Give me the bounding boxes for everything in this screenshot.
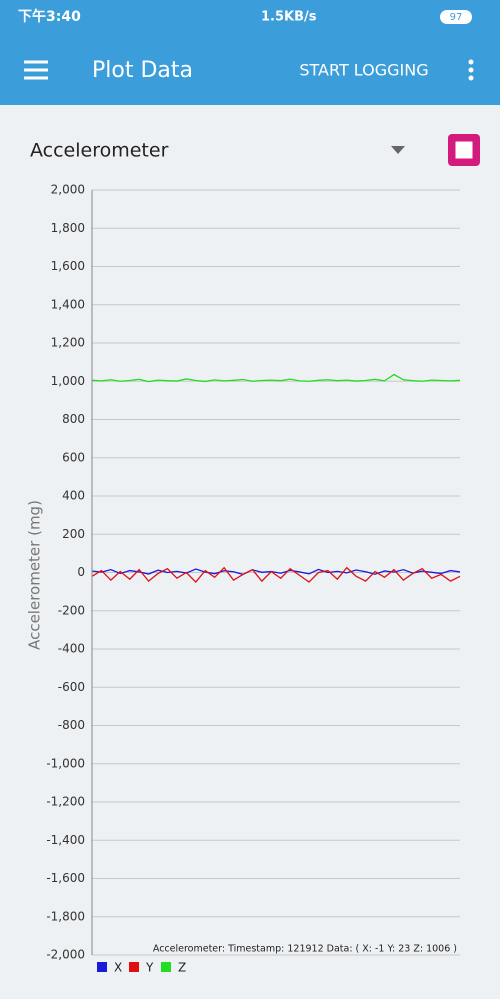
- y-tick-label: 1,800: [51, 221, 85, 235]
- y-tick-label: -400: [58, 642, 85, 656]
- y-tick-label: 800: [62, 412, 85, 426]
- y-tick-label: 2,000: [51, 183, 85, 197]
- overflow-menu[interactable]: [468, 59, 474, 81]
- y-tick-label: 1,200: [51, 336, 85, 350]
- legend-label: X: [114, 961, 122, 975]
- y-tick-label: -1,800: [46, 909, 85, 923]
- y-tick-label: 1,000: [51, 374, 85, 388]
- battery-icon: [440, 10, 472, 24]
- app-title: Plot Data: [92, 58, 193, 83]
- status-speed: 1.5KB/s: [261, 10, 317, 25]
- y-tick-label: 1,600: [51, 259, 85, 273]
- chart-annotation: Accelerometer: Timestamp: 121912 Data: (…: [153, 944, 457, 955]
- menu-icon[interactable]: [24, 60, 48, 80]
- y-tick-label: 400: [62, 489, 85, 503]
- legend-label: Z: [178, 961, 186, 975]
- chart: -2,000 -1,800 -1,600 -1,400 -1,200 -1,000 -800…: [46, 183, 461, 975]
- y-tick-label: -1,600: [46, 871, 85, 885]
- start-logging-button[interactable]: START LOGGING: [299, 61, 428, 80]
- status-time: 下午3:40: [18, 8, 81, 25]
- y-tick-label: -800: [58, 718, 85, 732]
- y-tick-label: 0: [77, 565, 85, 579]
- stop-button[interactable]: [448, 134, 480, 166]
- data-line: [91, 566, 461, 584]
- dropdown-arrow[interactable]: [391, 146, 405, 154]
- y-tick-label: -2,000: [46, 948, 85, 962]
- y-tick-label: 1,400: [51, 297, 85, 311]
- y-tick-label: -1,200: [46, 795, 85, 809]
- legend-label: Y: [145, 961, 154, 975]
- y-axis-label: Accelerometer (mg): [26, 500, 44, 650]
- y-tick-label: -1,000: [46, 756, 85, 770]
- legend-swatch: [97, 962, 107, 972]
- app-bar-bg: [0, 0, 500, 105]
- legend-swatch: [161, 962, 171, 972]
- y-tick-label: -200: [58, 603, 85, 617]
- y-tick-label: 200: [62, 527, 85, 541]
- data-line: [91, 373, 461, 383]
- data-line: [91, 568, 461, 576]
- y-tick-label: -1,400: [46, 833, 85, 847]
- sensor-spinner[interactable]: Accelerometer: [30, 140, 169, 162]
- legend-swatch: [129, 962, 139, 972]
- y-tick-label: 600: [62, 450, 85, 464]
- status-battery: 97: [450, 12, 463, 23]
- y-tick-label: -600: [58, 680, 85, 694]
